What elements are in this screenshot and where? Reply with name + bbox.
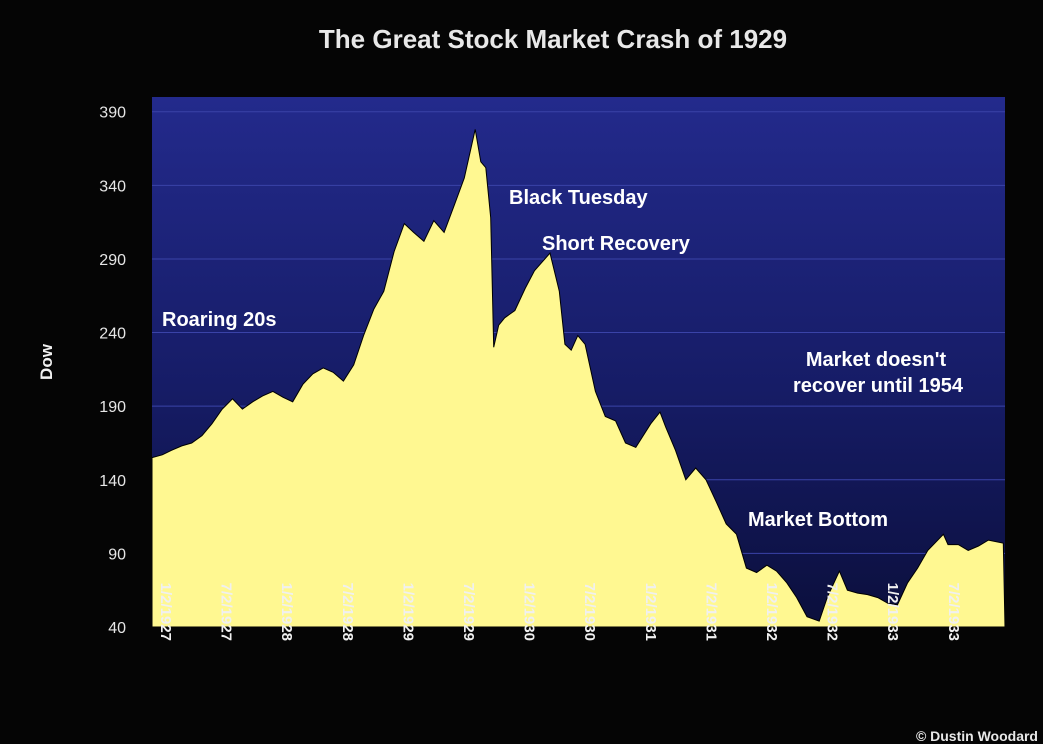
x-tick-label: 1/2/1928	[278, 583, 295, 641]
x-tick-label: 7/2/1929	[460, 583, 477, 641]
annotation-short-recovery: Short Recovery	[542, 233, 691, 255]
y-tick-label: 390	[99, 105, 126, 122]
y-tick-label: 90	[108, 546, 126, 563]
y-tick-label: 290	[99, 252, 126, 269]
x-axis-ticks: 1/2/1927 7/2/1927 1/2/1928 7/2/1928 1/2/1929…	[157, 583, 962, 641]
x-tick-label: 1/2/1930	[521, 583, 538, 641]
annotation-roaring-20s: Roaring 20s	[162, 309, 276, 331]
x-tick-label: 1/2/1927	[157, 583, 174, 641]
y-axis-label: Dow	[37, 343, 56, 380]
annotation-market-doesnt: Market doesn't	[806, 349, 947, 371]
annotation-market-bottom: Market Bottom	[748, 509, 888, 531]
chart-title: The Great Stock Market Crash of 1929	[319, 24, 787, 54]
x-tick-label: 7/2/1931	[702, 583, 719, 641]
dow-area	[152, 129, 1005, 627]
y-axis-ticks: 40 90 140 190 240 290 340 390	[99, 105, 126, 637]
x-tick-label: 7/2/1933	[945, 583, 962, 641]
x-tick-label: 1/2/1929	[399, 583, 416, 641]
x-tick-label: 7/2/1928	[339, 583, 356, 641]
annotation-recover-until-1954: recover until 1954	[793, 375, 964, 397]
x-tick-label: 7/2/1932	[824, 583, 841, 641]
annotation-black-tuesday: Black Tuesday	[509, 187, 648, 209]
x-tick-label: 1/2/1933	[884, 583, 901, 641]
credit-text: © Dustin Woodard	[916, 728, 1038, 744]
x-tick-label: 1/2/1932	[763, 583, 780, 641]
y-tick-label: 240	[99, 326, 126, 343]
y-tick-label: 40	[108, 620, 126, 637]
y-tick-label: 340	[99, 178, 126, 195]
y-tick-label: 140	[99, 473, 126, 490]
x-tick-label: 7/2/1927	[218, 583, 235, 641]
x-tick-label: 7/2/1930	[581, 583, 598, 641]
y-tick-label: 190	[99, 399, 126, 416]
x-tick-label: 1/2/1931	[642, 583, 659, 641]
